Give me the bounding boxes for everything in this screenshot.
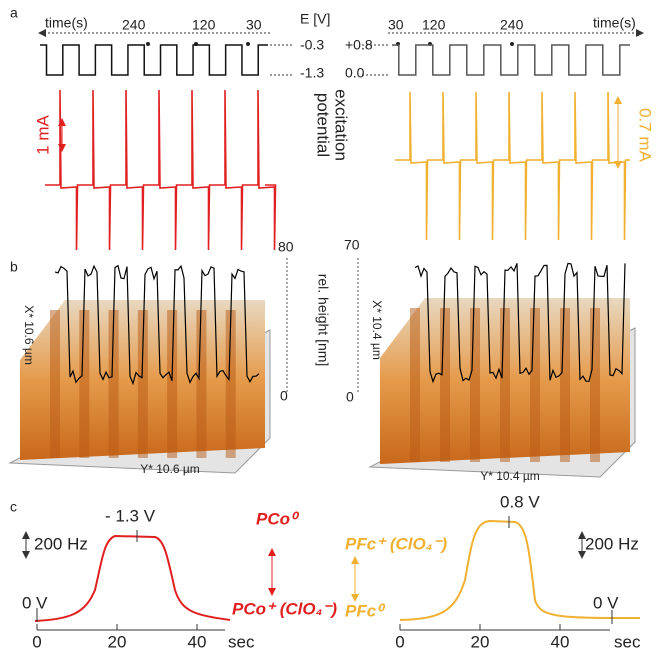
current-trace: [45, 90, 276, 250]
x-unit: sec: [614, 632, 641, 651]
x-tick-label: 20: [471, 632, 490, 651]
panel-label: a: [10, 5, 18, 21]
afm-ridge: [560, 308, 570, 462]
time-tick: 30: [388, 17, 404, 33]
level-label: -0.3: [300, 37, 324, 53]
excitation-wave: [40, 45, 268, 75]
voltage-label: 0 V: [593, 593, 619, 612]
afm-ridge: [167, 310, 177, 458]
time-dot: [510, 42, 514, 46]
x-tick-label: 40: [551, 632, 570, 651]
scale-label: 200 Hz: [34, 534, 88, 553]
afm-ridge: [470, 308, 480, 462]
time-label: time(s): [593, 15, 636, 31]
excitation-label: excitation: [332, 89, 351, 161]
x-tick-label: 20: [108, 632, 127, 651]
scale-label: 0.7 mA: [636, 108, 655, 163]
excitation-label: potential: [314, 93, 333, 157]
time-dot: [146, 42, 150, 46]
time-tick: 240: [122, 17, 146, 33]
time-tick: 240: [500, 17, 524, 33]
x-size: X* 10.6 µm: [22, 305, 36, 365]
x-unit: sec: [228, 632, 255, 651]
time-tick: 30: [246, 17, 262, 33]
time-tick: 120: [422, 17, 446, 33]
figure: a b c E [V] time(s) 240 120 30 -0.3 -1.3…: [0, 0, 657, 652]
axis-title: E [V]: [300, 11, 330, 27]
afm-ridge: [410, 308, 420, 462]
time-label: time(s): [45, 15, 88, 31]
x-tick-label: 0: [395, 632, 404, 651]
afm-ridge: [440, 308, 450, 462]
time-tick: 120: [192, 17, 216, 33]
voltage-label: 0.8 V: [500, 492, 540, 511]
x-tick-label: 0: [32, 632, 41, 651]
state-label: PFc⁺ (ClO₄⁻): [345, 534, 448, 553]
voltage-label: - 1.3 V: [105, 506, 156, 525]
height-tick: 0: [280, 388, 288, 404]
state-label: PCo⁰: [256, 509, 300, 528]
height-tick: 80: [278, 239, 294, 255]
time-dot: [246, 42, 250, 46]
height-axis: rel. height [nm]: [315, 274, 331, 367]
voltage-label: 0 V: [22, 593, 48, 612]
y-size: Y* 10.4 µm: [480, 469, 540, 483]
panel-label: c: [10, 499, 17, 515]
afm-ridge: [590, 308, 600, 462]
level-label: -1.3: [300, 65, 324, 81]
scale-label: 200 Hz: [585, 534, 639, 553]
level-label: +0.8: [345, 37, 373, 53]
state-label: PCo⁺ (ClO₄⁻): [232, 599, 337, 618]
current-trace: [395, 92, 630, 240]
height-tick: 70: [344, 237, 360, 253]
afm-ridge: [79, 310, 89, 458]
level-label: 0.0: [345, 65, 365, 81]
scale-label: 1 mA: [33, 115, 52, 155]
afm-ridge: [500, 308, 510, 462]
x-size: X* 10.4 µm: [370, 300, 384, 360]
panel-label: b: [10, 259, 18, 275]
x-tick-label: 40: [188, 632, 207, 651]
excitation-wave: [392, 45, 630, 75]
afm-ridge: [196, 310, 206, 458]
state-label: PFc⁰: [345, 601, 386, 620]
y-size: Y* 10.6 µm: [140, 462, 200, 476]
height-tick: 0: [346, 389, 354, 405]
afm-ridge: [50, 310, 60, 458]
afm-ridge: [530, 308, 540, 462]
